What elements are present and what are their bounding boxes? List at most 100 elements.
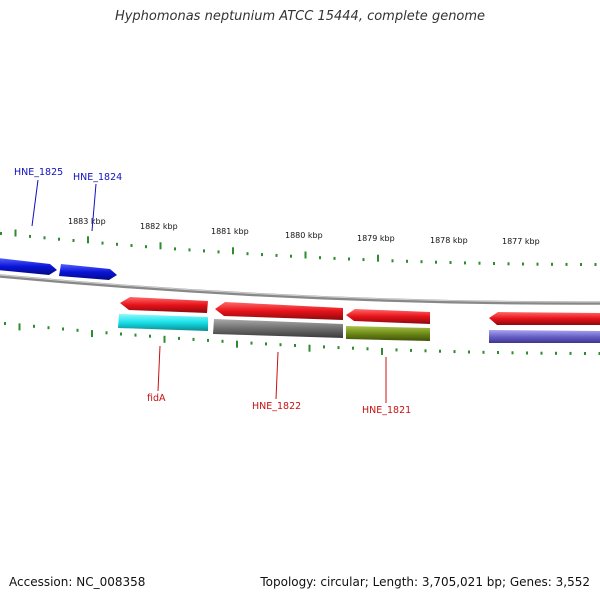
ruler-tick bbox=[493, 262, 495, 265]
ruler-tick bbox=[188, 248, 191, 252]
ruler-tick bbox=[377, 254, 379, 262]
ruler-ticks-lower bbox=[4, 322, 600, 355]
ruler-tick bbox=[449, 261, 452, 264]
ruler-tick bbox=[551, 262, 553, 266]
genome-backbone-highlight bbox=[0, 274, 600, 303]
gene-label-hne-1824[interactable]: HNE_1824 bbox=[73, 172, 122, 183]
ruler-tick bbox=[29, 234, 31, 238]
ruler-ticks-upper bbox=[0, 229, 597, 266]
ruler-tick bbox=[149, 334, 151, 338]
ruler-tick bbox=[540, 351, 543, 355]
ruler-tick bbox=[319, 256, 321, 260]
ruler-tick bbox=[134, 333, 137, 337]
ruler-tick bbox=[453, 350, 456, 354]
ruler-tick bbox=[145, 245, 147, 249]
ruler-tick bbox=[424, 349, 427, 353]
gene-label-hne-1822[interactable]: HNE_1822 bbox=[252, 401, 301, 412]
gene-fida[interactable] bbox=[118, 314, 208, 331]
ruler-tick bbox=[420, 260, 423, 264]
ruler-tick bbox=[391, 259, 394, 263]
gene-red-arrow[interactable] bbox=[215, 302, 343, 320]
ruler-tick bbox=[598, 352, 600, 355]
ruler-tick bbox=[14, 229, 17, 237]
ruler-tick bbox=[116, 242, 118, 246]
ruler-tick bbox=[275, 253, 278, 257]
ruler-tick bbox=[47, 326, 50, 330]
ruler-tick bbox=[265, 342, 267, 346]
ruler-tick bbox=[290, 254, 292, 258]
ruler-tick bbox=[511, 351, 514, 355]
ruler-tick bbox=[323, 345, 325, 349]
ruler-tick bbox=[217, 250, 220, 254]
ruler-tick bbox=[62, 327, 64, 331]
gene-label-hne-1825[interactable]: HNE_1825 bbox=[14, 167, 63, 178]
ruler-tick bbox=[192, 337, 195, 341]
ruler-tick bbox=[207, 338, 209, 342]
gene-red-arrow[interactable] bbox=[346, 309, 430, 324]
ruler-tick bbox=[294, 344, 296, 347]
ruler-tick bbox=[250, 341, 253, 345]
ruler-tick bbox=[348, 257, 350, 261]
ruler-tick bbox=[482, 350, 485, 354]
ruler-label: 1881 kbp bbox=[211, 227, 249, 236]
accession-text: Accession: NC_008358 bbox=[9, 575, 146, 589]
ruler-tick bbox=[221, 339, 224, 343]
ruler-labels: 1883 kbp 1882 kbp 1881 kbp 1880 kbp 1879… bbox=[68, 217, 540, 246]
gene-red-arrow[interactable] bbox=[489, 312, 600, 325]
gene-label-fida[interactable]: fidA bbox=[147, 393, 166, 404]
gene-hne-1825[interactable] bbox=[0, 258, 57, 275]
ruler-tick bbox=[569, 351, 572, 355]
ruler-tick bbox=[91, 330, 93, 338]
ruler-tick bbox=[232, 247, 234, 255]
ruler-tick bbox=[33, 324, 35, 328]
ruler-tick bbox=[439, 349, 441, 353]
gene-hne-1821[interactable] bbox=[346, 326, 430, 341]
ruler-tick bbox=[565, 262, 568, 266]
ruler-tick bbox=[435, 260, 437, 264]
ruler-label: 1878 kbp bbox=[430, 236, 468, 245]
ruler-tick bbox=[337, 346, 340, 350]
ruler-tick bbox=[159, 242, 162, 250]
gene-purple[interactable] bbox=[489, 330, 600, 343]
ruler-label: 1880 kbp bbox=[285, 231, 323, 240]
ruler-label: 1882 kbp bbox=[140, 222, 178, 231]
ruler-tick bbox=[478, 261, 481, 265]
leader-line bbox=[31, 179, 39, 227]
ruler-tick bbox=[261, 253, 263, 257]
ruler-label: 1877 kbp bbox=[502, 237, 540, 246]
ruler-tick bbox=[381, 347, 383, 355]
ruler-tick bbox=[178, 336, 180, 340]
ruler-tick bbox=[76, 328, 79, 332]
ruler-tick bbox=[0, 232, 2, 235]
ruler-tick bbox=[410, 348, 412, 352]
ruler-tick bbox=[203, 249, 205, 253]
leader-line bbox=[91, 183, 97, 232]
ruler-tick bbox=[536, 262, 539, 266]
ruler-tick bbox=[304, 251, 307, 259]
gene-hne-1824[interactable] bbox=[59, 264, 117, 280]
ruler-tick bbox=[105, 331, 108, 335]
ruler-tick bbox=[395, 348, 398, 352]
ruler-tick bbox=[594, 263, 597, 266]
ruler-tick bbox=[580, 263, 582, 266]
ruler-tick bbox=[522, 262, 524, 266]
ruler-tick bbox=[468, 350, 470, 354]
gene-hne-1822[interactable] bbox=[213, 319, 343, 338]
ruler-label: 1879 kbp bbox=[357, 234, 395, 243]
ruler-tick bbox=[101, 241, 104, 245]
ruler-tick bbox=[352, 346, 354, 350]
ruler-tick bbox=[362, 258, 365, 262]
ruler-tick bbox=[18, 323, 21, 331]
leader-line bbox=[275, 351, 279, 400]
ruler-tick bbox=[279, 343, 282, 347]
ruler-tick bbox=[174, 247, 176, 251]
ruler-tick bbox=[130, 244, 133, 247]
gene-red-arrow[interactable] bbox=[120, 297, 208, 313]
ruler-tick bbox=[236, 340, 238, 348]
genome-summary: Topology: circular; Length: 3,705,021 bp… bbox=[260, 575, 590, 589]
ruler-tick bbox=[555, 351, 557, 355]
genome-backbone bbox=[0, 274, 600, 305]
gene-label-hne-1821[interactable]: HNE_1821 bbox=[362, 405, 411, 416]
ruler-tick bbox=[507, 262, 510, 266]
ruler-tick bbox=[4, 322, 6, 325]
